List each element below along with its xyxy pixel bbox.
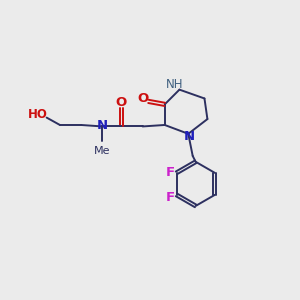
Text: HO: HO (28, 108, 48, 121)
Text: Me: Me (94, 146, 111, 157)
Text: N: N (97, 119, 108, 132)
Text: F: F (166, 166, 175, 179)
Text: N: N (184, 130, 195, 143)
Text: F: F (166, 191, 175, 204)
Text: NH: NH (166, 78, 184, 91)
Text: O: O (138, 92, 149, 105)
Text: O: O (116, 96, 127, 110)
